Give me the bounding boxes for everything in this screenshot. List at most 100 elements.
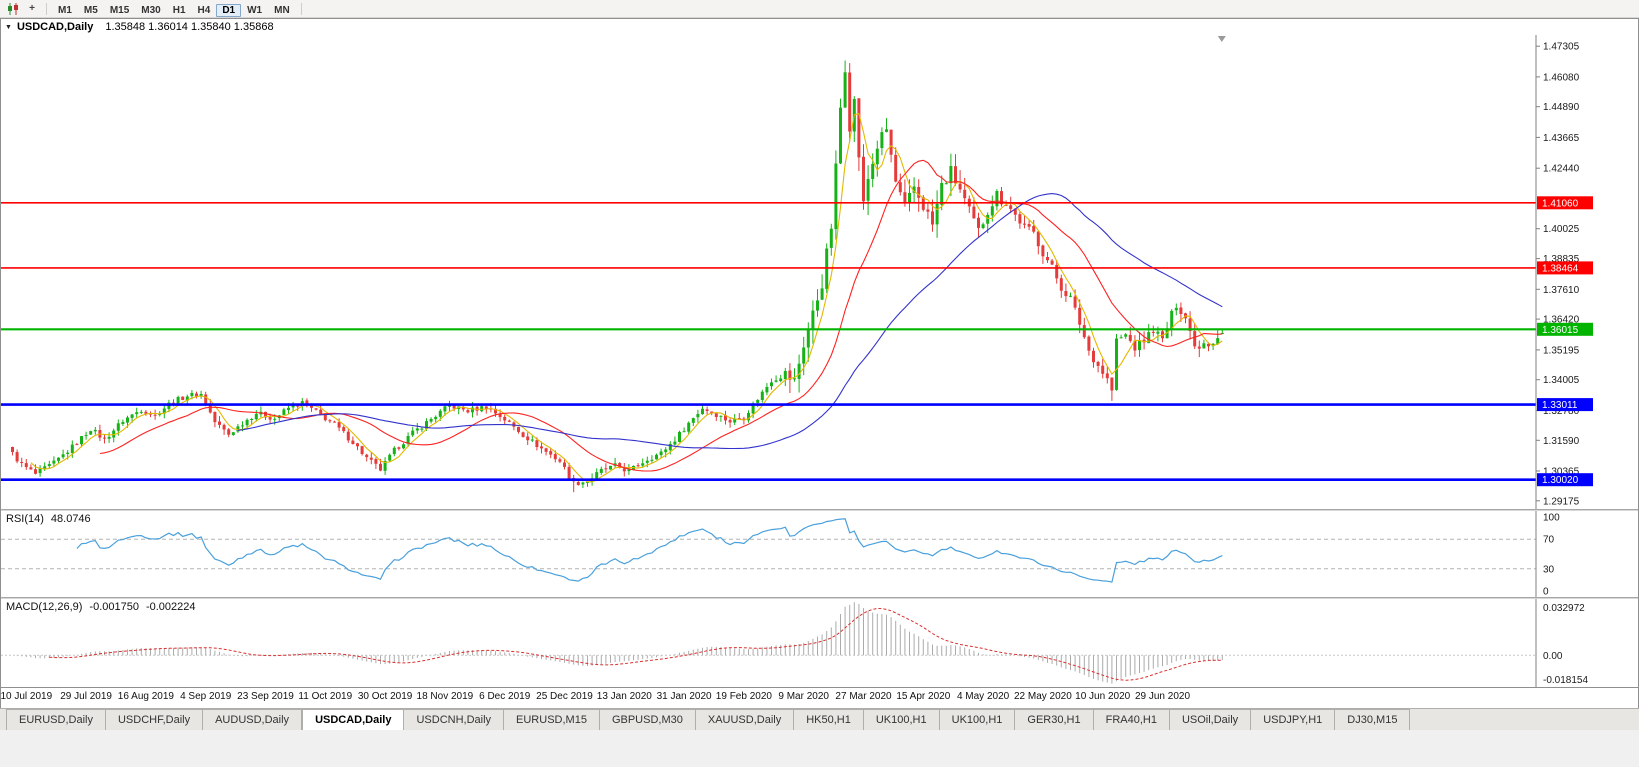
timeframe-button-h4[interactable]: H4 (197, 4, 211, 16)
timeframe-button-m30[interactable]: M30 (141, 4, 161, 16)
rsi-line (76, 518, 1223, 583)
svg-text:1.41060: 1.41060 (1542, 198, 1579, 209)
price-axis-label: 1.40025 (1543, 224, 1580, 235)
window-background (0, 730, 1639, 767)
chart-tab-hk50-h1[interactable]: HK50,H1 (794, 709, 864, 730)
price-axis-label: 1.44890 (1543, 102, 1580, 113)
svg-text:1.38464: 1.38464 (1542, 263, 1579, 274)
price-tag: 1.33011 (1537, 398, 1593, 412)
price-axis-label: 1.32780 (1543, 406, 1580, 417)
price-axis-label: 1.43665 (1543, 133, 1580, 144)
timeframe-button-m5[interactable]: M5 (83, 4, 98, 16)
time-axis-label: 11 Oct 2019 (298, 691, 353, 702)
timeframe-button-h1[interactable]: H1 (172, 4, 186, 16)
time-axis-label: 25 Dec 2019 (536, 691, 593, 702)
time-axis-label: 4 Sep 2019 (180, 691, 232, 702)
panel-resize-handle[interactable] (1, 509, 1638, 511)
svg-text:1.33011: 1.33011 (1542, 400, 1578, 411)
timeframe-button-w1[interactable]: W1 (247, 4, 263, 16)
horizontal-lines-layer[interactable] (1, 202, 1536, 482)
price-axis-label: 1.46080 (1543, 72, 1580, 83)
time-axis-label: 30 Oct 2019 (357, 691, 413, 702)
price-axis-label: 1.29175 (1543, 496, 1580, 507)
price-axis-label: 1.47305 (1543, 42, 1580, 53)
rsi-axis-label: 0 (1543, 587, 1549, 597)
timeframe-button-mn[interactable]: MN (274, 4, 290, 16)
price-axis-label: 1.34005 (1543, 375, 1580, 386)
chart-tab-usoil-daily[interactable]: USOil,Daily (1169, 709, 1252, 730)
time-axis-label: 4 May 2020 (956, 691, 1010, 702)
rsi-axis-label: 30 (1543, 564, 1555, 575)
timeframe-button-d1[interactable]: D1 (216, 3, 242, 17)
time-axis-label: 6 Dec 2019 (479, 691, 531, 702)
price-chart[interactable]: 1.47305 1.46080 1.44890 1.43665 1.42440 1.400… (1, 35, 1638, 509)
price-axis-label: 1.31590 (1543, 436, 1580, 447)
macd-axis-label: -0.018154 (1543, 675, 1588, 686)
time-axis-label: 22 May 2020 (1013, 691, 1072, 702)
ma-line-5 (30, 112, 1223, 483)
chart-tab-usdcnh-daily[interactable]: USDCNH,Daily (404, 709, 505, 730)
chart-tab-ger30-h1[interactable]: GER30,H1 (1015, 709, 1094, 730)
toolbar-divider (300, 2, 302, 15)
timeframe-button-m1[interactable]: M1 (58, 4, 72, 16)
chart-tab-xauusd-daily[interactable]: XAUUSD,Daily (695, 709, 795, 730)
chart-tab-usdjpy-h1[interactable]: USDJPY,H1 (1251, 709, 1336, 730)
price-axis[interactable]: 1.47305 1.46080 1.44890 1.43665 1.42440 1.400… (1535, 35, 1580, 509)
macd-histogram (16, 602, 1223, 684)
chart-tab-uk100-h1[interactable]: UK100,H1 (939, 709, 1016, 730)
candlestick-chart-icon[interactable] (4, 2, 22, 16)
svg-text:1.30020: 1.30020 (1542, 475, 1579, 486)
chart-menu-icon[interactable]: ▼ (5, 23, 12, 31)
chart-tab-audusd-daily[interactable]: AUDUSD,Daily (203, 709, 303, 730)
chart-tab-eurusd-daily[interactable]: EURUSD,Daily (6, 709, 106, 730)
chart-tab-usdcad-daily[interactable]: USDCAD,Daily (302, 709, 405, 730)
panel-resize-handle[interactable] (1, 597, 1638, 599)
price-axis-label: 1.36420 (1543, 315, 1580, 326)
chart-tab-usdchf-daily[interactable]: USDCHF,Daily (105, 709, 204, 730)
toolbar-divider (46, 2, 47, 15)
rsi-panel: RSI(14) 48.0746 100 70 30 0 (1, 511, 1638, 597)
time-axis-label: 15 Apr 2020 (896, 691, 951, 702)
timeframe-toolbar: + M1 M5 M15 M30 H1 H4 D1 W1 MN (0, 0, 1639, 18)
time-axis-label: 29 Jul 2019 (60, 691, 112, 702)
time-axis-label: 27 Mar 2020 (835, 691, 892, 702)
time-axis-label: 9 Mar 2020 (778, 691, 829, 702)
ma-line-50 (237, 193, 1223, 450)
price-tag: 1.36015 (1537, 322, 1593, 336)
chart-tab-fra40-h1[interactable]: FRA40,H1 (1093, 709, 1170, 730)
rsi-axis-label: 100 (1543, 512, 1560, 523)
time-axis-label: 31 Jan 2020 (656, 691, 712, 702)
chart-shift-marker (1217, 36, 1226, 42)
rsi-axis-label: 70 (1543, 535, 1555, 546)
chart-tab-dj30-m15[interactable]: DJ30,M15 (1335, 709, 1411, 730)
price-tag: 1.30020 (1537, 473, 1593, 487)
chart-tab-gbpusd-m30[interactable]: GBPUSD,M30 (599, 709, 696, 730)
rsi-chart[interactable]: 100 70 30 0 (1, 511, 1638, 597)
macd-chart[interactable]: 0.032972 0.00 -0.018154 (1, 599, 1638, 687)
svg-text:1.36015: 1.36015 (1542, 325, 1579, 336)
price-panel: 1.47305 1.46080 1.44890 1.43665 1.42440 1.400… (1, 35, 1638, 509)
chart-tab-eurusd-m15[interactable]: EURUSD,M15 (504, 709, 600, 730)
ma-line-20 (99, 159, 1223, 472)
time-axis-label: 13 Jan 2020 (596, 691, 652, 702)
chart-tab-bar: EURUSD,Daily USDCHF,Daily AUDUSD,Daily USDC… (0, 708, 1639, 730)
chart-ohlc-values: 1.35848 1.36014 1.35840 1.35868 (105, 21, 274, 33)
timeframe-button-m15[interactable]: M15 (109, 4, 130, 16)
time-axis-label: 10 Jul 2019 (0, 691, 53, 702)
time-axis-label: 29 Jun 2020 (1134, 691, 1191, 702)
time-axis-label: 19 Feb 2020 (715, 691, 772, 702)
chart-tab-uk100-h1[interactable]: UK100,H1 (863, 709, 940, 730)
crosshair-icon[interactable]: + (29, 3, 35, 14)
time-axis-label: 23 Sep 2019 (237, 691, 294, 702)
price-axis-label: 1.37610 (1543, 285, 1580, 296)
macd-panel: MACD(12,26,9) -0.001750 -0.002224 0.032972… (1, 599, 1638, 687)
price-axis-label: 1.30365 (1543, 467, 1580, 478)
time-axis-label: 18 Nov 2019 (416, 691, 474, 702)
macd-axis-label: 0.032972 (1543, 603, 1585, 614)
time-axis-label: 10 Jun 2020 (1075, 691, 1131, 702)
macd-axis-label: 0.00 (1543, 651, 1563, 662)
time-axis[interactable]: 10 Jul 2019 29 Jul 2019 16 Aug 2019 4 Sep 2… (0, 687, 1638, 708)
price-tag: 1.38464 (1537, 261, 1593, 275)
candlestick-chart-glyph (8, 2, 18, 15)
price-axis-label: 1.42440 (1543, 164, 1580, 175)
